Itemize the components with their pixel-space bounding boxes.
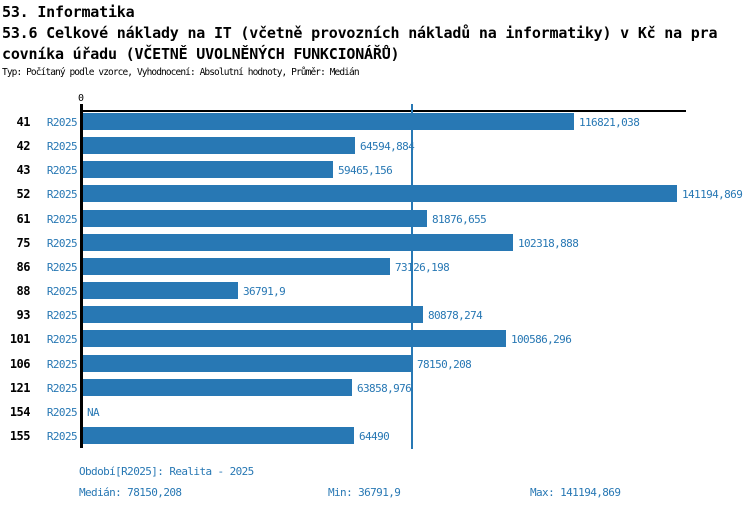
- bar-row: 52 R2025 141194,869: [0, 185, 750, 202]
- row-series-label: R2025: [46, 285, 78, 298]
- row-series-label: R2025: [46, 309, 78, 322]
- row-id-label: 43: [16, 163, 31, 177]
- row-id-label: 42: [16, 139, 31, 153]
- row-series-label: R2025: [46, 188, 78, 201]
- value-label: 64490: [359, 430, 390, 443]
- row-id-label: 41: [16, 115, 31, 129]
- bar-row: 88 R2025 36791,9: [0, 282, 750, 299]
- row-id-label: 121: [9, 381, 31, 395]
- row-series-label: R2025: [46, 406, 78, 419]
- bar-row: 43 R2025 59465,156: [0, 161, 750, 178]
- footer-period: Období[R2025]: Realita - 2025: [79, 465, 254, 478]
- median-line: [411, 104, 413, 449]
- value-bar: [83, 113, 574, 130]
- row-series-label: R2025: [46, 213, 78, 226]
- section-title: 53. Informatika: [2, 3, 135, 21]
- row-series-label: R2025: [46, 382, 78, 395]
- bar-row: 42 R2025 64594,884: [0, 137, 750, 154]
- bar-row: 75 R2025 102318,888: [0, 234, 750, 251]
- row-id-label: 88: [16, 284, 31, 298]
- value-label: 59465,156: [338, 164, 393, 177]
- row-id-label: 154: [9, 405, 31, 419]
- row-id-label: 93: [16, 308, 31, 322]
- value-label: 81876,655: [432, 213, 487, 226]
- value-label: NA: [87, 406, 100, 419]
- value-bar: [83, 379, 352, 396]
- row-id-label: 61: [16, 212, 31, 226]
- row-series-label: R2025: [46, 116, 78, 129]
- row-series-label: R2025: [46, 358, 78, 371]
- value-bar: [83, 185, 677, 202]
- value-label: 100586,296: [511, 333, 572, 346]
- value-bar: [83, 161, 333, 178]
- value-bar: [83, 234, 513, 251]
- row-series-label: R2025: [46, 261, 78, 274]
- value-label: 141194,869: [682, 188, 743, 201]
- footer-min: Min: 36791,9: [328, 486, 401, 499]
- bar-row: 61 R2025 81876,655: [0, 210, 750, 227]
- value-label: 102318,888: [518, 237, 579, 250]
- value-bar: [83, 210, 427, 227]
- axis-y-line: [80, 104, 83, 448]
- value-label: 73126,198: [395, 261, 450, 274]
- footer-median: Medián: 78150,208: [79, 486, 182, 499]
- value-label: 36791,9: [243, 285, 286, 298]
- axis-top-line: [80, 110, 686, 112]
- row-series-label: R2025: [46, 164, 78, 177]
- row-series-label: R2025: [46, 430, 78, 443]
- row-id-label: 101: [9, 332, 31, 346]
- row-series-label: R2025: [46, 140, 78, 153]
- value-label: 63858,976: [357, 382, 412, 395]
- row-id-label: 86: [16, 260, 31, 274]
- bar-row: 41 R2025 116821,038: [0, 113, 750, 130]
- indicator-meta: Typ: Počítaný podle vzorce, Vyhodnocení:…: [2, 67, 360, 78]
- value-bar: [83, 355, 412, 372]
- value-bar: [83, 137, 355, 154]
- row-series-label: R2025: [46, 237, 78, 250]
- value-label: 80878,274: [428, 309, 483, 322]
- indicator-title-line1: 53.6 Celkové náklady na IT (včetně provo…: [2, 24, 718, 42]
- row-id-label: 155: [9, 429, 31, 443]
- value-label: 116821,038: [579, 116, 640, 129]
- bar-row: 106 R2025 78150,208: [0, 355, 750, 372]
- indicator-title-line2: covníka úřadu (VČETNĚ UVOLNĚNÝCH FUNKCIO…: [2, 45, 400, 63]
- value-bar: [83, 330, 506, 347]
- bar-row: 101 R2025 100586,296: [0, 330, 750, 347]
- value-bar: [83, 282, 238, 299]
- value-label: 78150,208: [417, 358, 472, 371]
- value-bar: [83, 427, 354, 444]
- bar-row: 154 R2025 NA: [0, 403, 750, 420]
- axis-zero-label: 0: [77, 93, 85, 104]
- footer-max: Max: 141194,869: [530, 486, 621, 499]
- value-bar: [83, 306, 423, 323]
- bar-row: 121 R2025 63858,976: [0, 379, 750, 396]
- row-id-label: 75: [16, 236, 31, 250]
- value-label: 64594,884: [360, 140, 415, 153]
- row-series-label: R2025: [46, 333, 78, 346]
- bar-row: 93 R2025 80878,274: [0, 306, 750, 323]
- row-id-label: 52: [16, 187, 31, 201]
- bar-row: 86 R2025 73126,198: [0, 258, 750, 275]
- bar-row: 155 R2025 64490: [0, 427, 750, 444]
- value-bar: [83, 258, 390, 275]
- row-id-label: 106: [9, 357, 31, 371]
